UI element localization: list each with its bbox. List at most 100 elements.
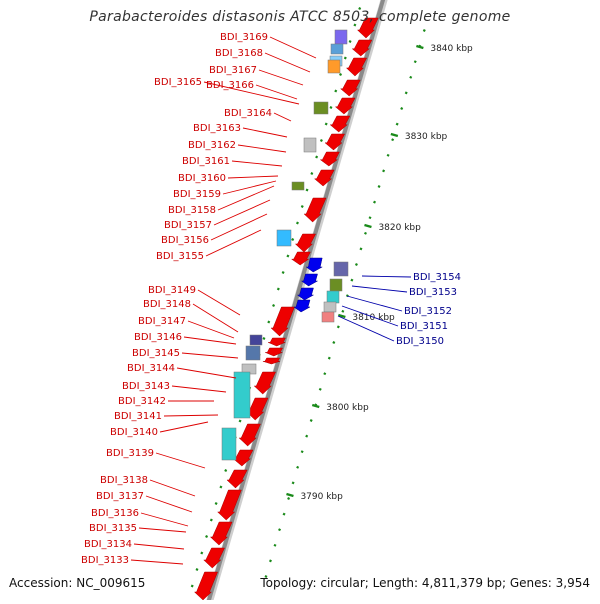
- leader-line: [149, 479, 196, 497]
- ruler-tick: [273, 543, 277, 547]
- gene-arrow: [345, 57, 368, 77]
- leader-line: [145, 495, 193, 513]
- ruler-tick: [309, 419, 313, 422]
- feature-block: [334, 29, 348, 45]
- leader-line: [341, 305, 399, 327]
- leader-line: [217, 185, 275, 211]
- ruler-tick: [368, 216, 372, 220]
- ruler-tick: [323, 372, 327, 376]
- gene-arrow: [356, 17, 379, 39]
- gene-label-left: BDI_3164: [224, 108, 272, 119]
- leader-line: [222, 180, 277, 195]
- tick-mark: [343, 56, 347, 60]
- gene-arrow: [262, 357, 281, 365]
- ruler-tick: [377, 185, 381, 188]
- leader-line: [264, 52, 311, 73]
- tick-mark: [319, 139, 323, 142]
- tick-mark: [315, 155, 319, 159]
- gene-label-left: BDI_3149: [148, 285, 196, 296]
- gene-arrow-reverse: [296, 287, 315, 301]
- ruler-tick: [400, 107, 404, 110]
- feature-block: [245, 345, 261, 361]
- tick-mark: [267, 320, 271, 324]
- leader-line: [361, 275, 412, 278]
- tick-mark: [205, 535, 209, 538]
- tick-mark: [214, 502, 218, 505]
- gene-arrow: [339, 79, 361, 97]
- gene-label-left: BDI_3133: [81, 555, 129, 566]
- feature-block: [327, 59, 341, 74]
- gene-label-left: BDI_3134: [84, 539, 132, 550]
- gene-label-right: BDI_3154: [413, 272, 461, 283]
- ruler-tick: [395, 122, 399, 126]
- ruler-major-tick: [364, 223, 372, 229]
- gene-label-left: BDI_3139: [106, 448, 154, 459]
- gene-arrow: [334, 97, 356, 115]
- leader-line: [346, 295, 403, 312]
- leader-line: [258, 69, 304, 86]
- gene-label-left: BDI_3143: [122, 381, 170, 392]
- tick-mark: [219, 485, 223, 489]
- tick-mark: [291, 238, 295, 241]
- gene-arrow: [319, 151, 340, 167]
- leader-line: [351, 285, 408, 293]
- gene-label-right: BDI_3152: [404, 306, 452, 317]
- ruler-tick: [386, 153, 390, 157]
- tick-mark: [276, 287, 280, 291]
- gene-arrow: [238, 423, 261, 447]
- ruler-tick: [327, 356, 331, 360]
- scale-label: 3820 kbp: [378, 223, 421, 233]
- feature-block: [303, 137, 317, 153]
- gene-arrow: [209, 521, 233, 546]
- gene-arrow: [253, 371, 277, 395]
- ruler-tick: [278, 528, 282, 532]
- gene-label-left: BDI_3158: [168, 205, 216, 216]
- feature-block: [326, 290, 340, 304]
- gene-label-left: BDI_3142: [118, 396, 166, 407]
- scale-label: 3840 kbp: [430, 44, 473, 54]
- ruler-tick: [264, 575, 268, 578]
- leader-line: [192, 303, 239, 333]
- scale-label: 3800 kbp: [326, 403, 369, 413]
- ruler-tick: [409, 75, 413, 79]
- gene-arrow: [324, 133, 346, 151]
- tick-mark: [190, 584, 194, 588]
- leader-line: [159, 421, 209, 433]
- ruler-tick: [354, 263, 358, 266]
- leader-line: [176, 367, 237, 379]
- ruler-tick: [341, 309, 345, 313]
- gene-arrow: [226, 469, 248, 489]
- leader-line: [203, 81, 300, 105]
- ruler-tick: [350, 278, 354, 282]
- gene-label-left: BDI_3135: [89, 523, 137, 534]
- gene-label-left: BDI_3166: [206, 80, 254, 91]
- ruler-major-tick: [390, 132, 399, 138]
- gene-label-left: BDI_3137: [96, 491, 144, 502]
- ruler-tick: [332, 341, 336, 344]
- scale-label: 3830 kbp: [405, 132, 448, 142]
- tick-mark: [295, 221, 299, 225]
- tick-mark: [300, 205, 304, 208]
- topology-label: Topology: circular; Length: 4,811,379 bp…: [260, 576, 590, 590]
- tick-mark: [262, 337, 266, 340]
- ruler-tick: [282, 512, 286, 516]
- tick-mark: [305, 188, 309, 192]
- feature-block: [313, 101, 329, 115]
- tick-mark: [238, 419, 242, 423]
- gene-arrow: [193, 571, 218, 601]
- gene-arrow-reverse: [293, 299, 311, 313]
- gene-label-left: BDI_3163: [193, 123, 241, 134]
- leader-line: [213, 199, 271, 226]
- ruler-tick: [336, 325, 340, 329]
- feature-block: [333, 261, 349, 277]
- accession-label: Accession: NC_009615: [9, 576, 146, 590]
- feature-block: [323, 301, 337, 313]
- ruler-tick: [359, 247, 363, 251]
- leader-line: [231, 160, 283, 167]
- gene-arrow: [268, 337, 286, 347]
- feature-block: [329, 278, 343, 292]
- feature-block: [330, 43, 344, 55]
- gene-arrow: [313, 169, 335, 187]
- scale-label: 3790 kbp: [300, 492, 343, 502]
